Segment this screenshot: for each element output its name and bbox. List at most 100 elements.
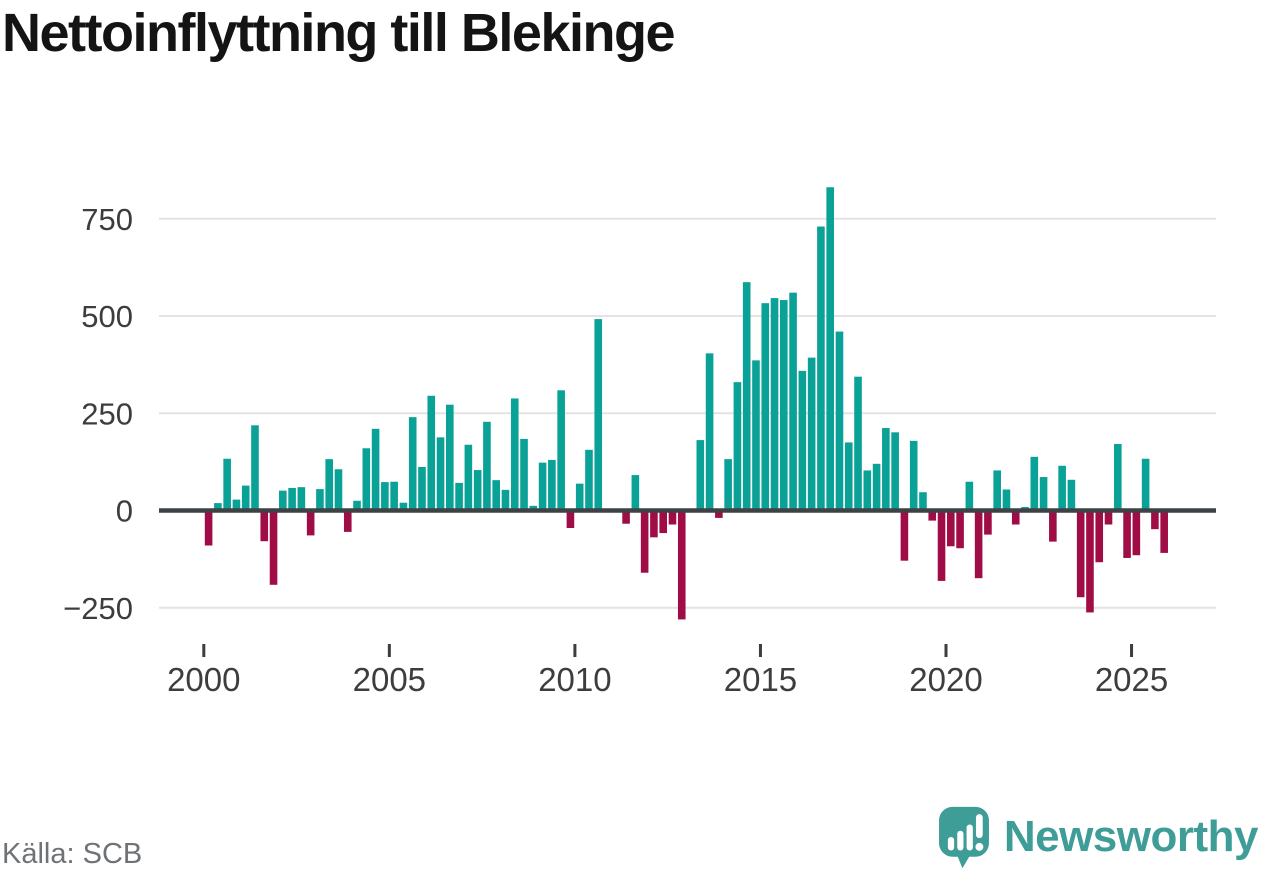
bar-2022-q4: [1049, 510, 1057, 542]
bar-2020-q3: [965, 481, 974, 511]
bar-2020-q2: [956, 510, 964, 549]
bar-2019-q2: [919, 492, 927, 511]
bar-2007-q2: [473, 470, 482, 511]
bar-2000-q3: [223, 458, 231, 511]
bar-2010-q2: [585, 449, 593, 511]
bar-2012-q4: [677, 510, 686, 620]
x-label-2010: 2010: [538, 661, 611, 698]
x-label-2005: 2005: [353, 661, 426, 698]
source-note: Källa: SCB: [2, 838, 143, 870]
bar-2019-q3: [928, 510, 937, 521]
bar-2016-q3: [817, 226, 825, 511]
bar-2018-q4: [900, 510, 909, 561]
bar-2014-q2: [733, 382, 742, 511]
bar-2007-q1: [464, 444, 473, 511]
bar-2025-q3: [1151, 510, 1159, 530]
bar-2025-q4: [1160, 510, 1168, 553]
bar-2011-q3: [631, 475, 640, 511]
x-label-2025: 2025: [1095, 661, 1168, 698]
logo-exclamation-dot: [975, 842, 984, 851]
bar-2014-q3: [742, 282, 751, 511]
bar-2004-q2: [362, 448, 371, 511]
bar-2008-q4: [529, 505, 538, 511]
bar-2008-q1: [501, 489, 510, 511]
bar-2005-q2: [399, 502, 408, 511]
bar-2001-q4: [269, 510, 278, 585]
newsworthy-logo: Newsworthy: [938, 805, 1259, 869]
x-label-2000: 2000: [167, 661, 240, 698]
y-axis-labels: 750 500 250 0 −250: [63, 202, 133, 626]
bar-2019-q4: [937, 510, 946, 581]
bar-2013-q3: [705, 353, 714, 511]
bar-2011-q4: [640, 510, 649, 573]
bar-2003-q3: [334, 469, 343, 511]
y-label-750: 750: [81, 202, 133, 237]
bar-2024-q3: [1113, 443, 1122, 511]
bar-2024-q2: [1104, 510, 1113, 525]
bar-2004-q1: [353, 500, 361, 511]
bar-2015-q2: [770, 298, 779, 511]
bar-2013-q4: [715, 510, 723, 518]
bar-2012-q1: [650, 510, 658, 538]
bar-2012-q2: [659, 510, 667, 534]
bar-2000-q1: [204, 510, 213, 546]
bar-2005-q1: [390, 481, 398, 511]
bar-2001-q1: [241, 485, 250, 511]
bar-2009-q3: [557, 390, 565, 511]
bar-2015-q3: [780, 300, 788, 511]
bar-2019-q1: [909, 440, 918, 511]
bar-2000-q4: [232, 499, 241, 511]
bar-2002-q4: [306, 510, 315, 536]
bar-2020-q1: [947, 510, 955, 547]
bar-2001-q2: [251, 425, 259, 511]
bar-2021-q1: [984, 510, 992, 535]
bar-2020-q4: [974, 510, 983, 579]
bar-2002-q3: [297, 487, 306, 511]
bar-2021-q2: [993, 470, 1001, 511]
bar-2024-q4: [1123, 510, 1131, 558]
bar-2007-q3: [483, 421, 491, 511]
bar-2006-q3: [446, 404, 454, 511]
bar-2025-q1: [1132, 510, 1141, 556]
bar-2012-q3: [668, 510, 677, 525]
bar-2015-q4: [789, 292, 797, 511]
logo-bar-small: [947, 837, 954, 851]
x-axis-ticks: [202, 644, 1134, 657]
newsworthy-logo-text: Newsworthy: [1003, 812, 1259, 861]
bars: [204, 187, 1168, 620]
bar-2005-q3: [408, 417, 417, 511]
bar-2009-q4: [566, 510, 575, 529]
bar-2007-q4: [492, 480, 501, 511]
bar-2021-q4: [1011, 510, 1020, 525]
bar-2017-q3: [854, 376, 862, 511]
bar-2017-q4: [863, 470, 872, 511]
bar-2006-q2: [436, 437, 445, 511]
bar-2013-q2: [696, 440, 705, 511]
bar-2009-q2: [548, 459, 556, 511]
bar-2017-q2: [844, 442, 853, 511]
bar-2024-q1: [1095, 510, 1104, 563]
bar-2023-q2: [1067, 479, 1076, 511]
bar-2023-q4: [1086, 510, 1094, 613]
bar-2010-q3: [594, 319, 603, 511]
x-label-2020: 2020: [909, 661, 982, 698]
bar-2015-q1: [761, 303, 770, 511]
bar-2018-q1: [872, 463, 881, 511]
bar-2022-q2: [1030, 456, 1039, 511]
logo-bar-medium: [957, 830, 964, 851]
bar-2017-q1: [835, 331, 844, 511]
bar-2009-q1: [538, 462, 547, 511]
bar-2014-q1: [724, 459, 732, 511]
bar-2023-q3: [1076, 510, 1085, 598]
chart-title: Nettoinflyttning till Blekinge: [2, 3, 675, 63]
bar-2018-q2: [882, 428, 890, 511]
bar-2004-q3: [371, 428, 380, 511]
y-label-500: 500: [81, 299, 133, 334]
bar-2016-q4: [826, 187, 834, 511]
bar-2000-q2: [214, 503, 222, 511]
bar-2003-q1: [316, 489, 324, 511]
bar-2016-q1: [798, 370, 807, 511]
bar-2008-q3: [520, 438, 528, 511]
bar-2003-q4: [343, 510, 352, 532]
